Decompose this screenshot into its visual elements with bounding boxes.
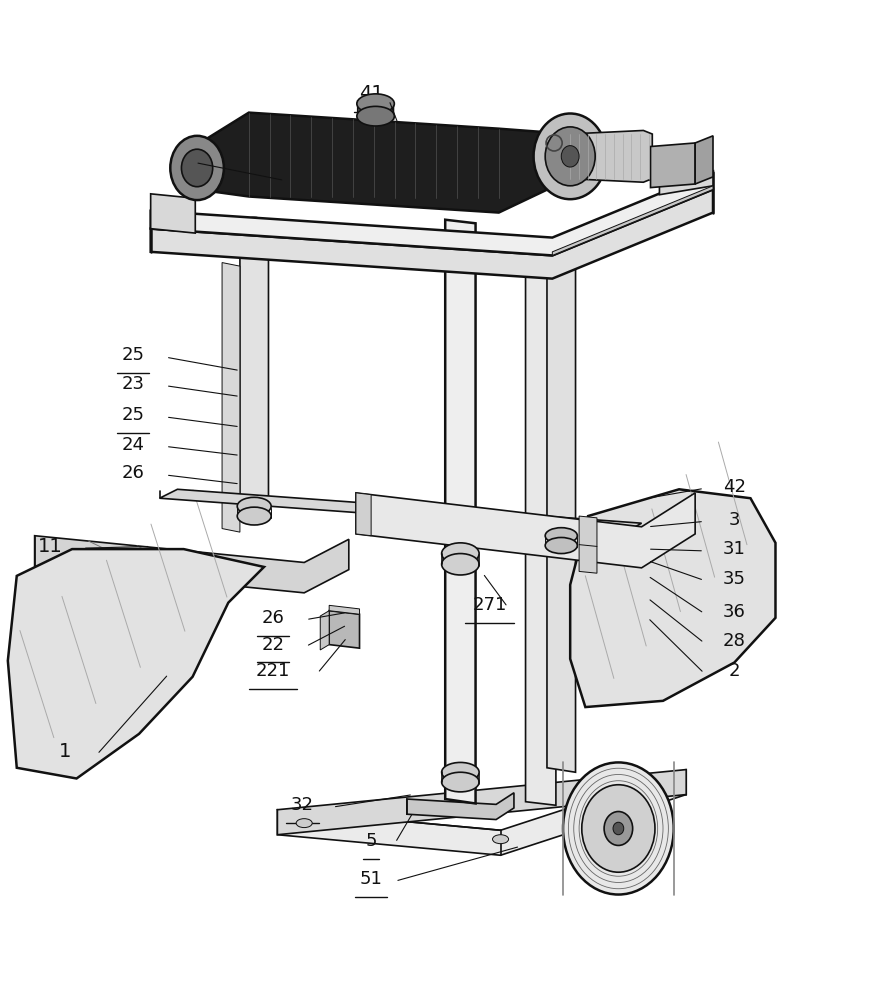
Polygon shape	[277, 770, 687, 855]
Polygon shape	[356, 493, 371, 536]
Ellipse shape	[237, 507, 271, 525]
Text: 221: 221	[256, 662, 291, 680]
Polygon shape	[660, 172, 713, 195]
Polygon shape	[696, 136, 713, 184]
Ellipse shape	[442, 772, 479, 792]
Polygon shape	[570, 489, 775, 707]
Ellipse shape	[442, 543, 479, 564]
Text: 26: 26	[262, 609, 284, 627]
Text: 5: 5	[366, 832, 377, 850]
Ellipse shape	[181, 149, 213, 187]
Text: 26: 26	[122, 464, 144, 482]
Ellipse shape	[357, 106, 394, 126]
Polygon shape	[547, 256, 576, 772]
Text: 24: 24	[122, 436, 144, 454]
Polygon shape	[277, 770, 687, 835]
Text: 31: 31	[723, 540, 746, 558]
Polygon shape	[151, 189, 713, 279]
Ellipse shape	[243, 217, 266, 230]
Ellipse shape	[545, 537, 578, 554]
Ellipse shape	[613, 822, 624, 835]
Ellipse shape	[493, 835, 509, 844]
Polygon shape	[651, 143, 696, 188]
Polygon shape	[151, 172, 713, 255]
Ellipse shape	[545, 528, 578, 544]
Text: 2: 2	[729, 662, 740, 680]
Text: 3: 3	[729, 511, 740, 529]
Text: 36: 36	[723, 603, 746, 621]
Text: 51: 51	[359, 870, 383, 888]
Text: 35: 35	[723, 570, 746, 588]
Polygon shape	[329, 605, 359, 614]
Text: 42: 42	[723, 478, 746, 496]
Ellipse shape	[604, 812, 633, 845]
Text: 41: 41	[358, 84, 384, 103]
Polygon shape	[197, 113, 570, 213]
Text: 4: 4	[169, 150, 181, 169]
Polygon shape	[526, 263, 556, 805]
Polygon shape	[320, 611, 329, 650]
Polygon shape	[569, 130, 653, 182]
Ellipse shape	[357, 94, 394, 113]
Polygon shape	[356, 493, 696, 568]
Polygon shape	[407, 793, 514, 820]
Ellipse shape	[545, 127, 595, 186]
Polygon shape	[445, 220, 476, 803]
Ellipse shape	[636, 801, 652, 810]
Polygon shape	[243, 219, 265, 247]
Ellipse shape	[442, 762, 479, 782]
Text: 271: 271	[473, 596, 507, 614]
Ellipse shape	[442, 554, 479, 575]
Text: 22: 22	[261, 636, 284, 654]
Text: 28: 28	[723, 632, 746, 650]
Text: 25: 25	[122, 406, 144, 424]
Polygon shape	[160, 489, 642, 532]
Polygon shape	[329, 611, 359, 648]
Ellipse shape	[582, 785, 655, 872]
Ellipse shape	[563, 762, 674, 895]
Polygon shape	[222, 263, 240, 532]
Polygon shape	[552, 186, 713, 255]
Text: 25: 25	[122, 346, 144, 364]
Ellipse shape	[561, 146, 579, 167]
Text: 32: 32	[291, 796, 314, 814]
Ellipse shape	[237, 497, 271, 515]
Ellipse shape	[296, 819, 312, 828]
Polygon shape	[35, 536, 349, 593]
Ellipse shape	[170, 136, 224, 200]
Polygon shape	[358, 101, 393, 119]
Text: 1: 1	[59, 742, 72, 761]
Polygon shape	[579, 516, 597, 573]
Text: 23: 23	[122, 375, 144, 393]
Polygon shape	[151, 194, 195, 233]
Text: 11: 11	[38, 537, 63, 556]
Polygon shape	[240, 238, 268, 512]
Ellipse shape	[534, 113, 607, 199]
Polygon shape	[8, 549, 264, 778]
